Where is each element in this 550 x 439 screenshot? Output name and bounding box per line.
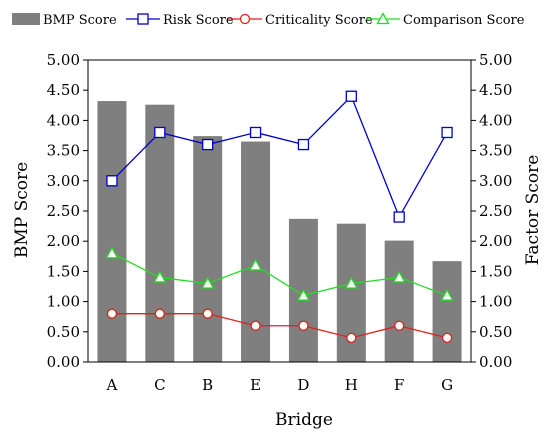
right-tick-label: 0.50 — [479, 323, 512, 341]
left-tick-label: 5.00 — [47, 51, 80, 69]
bar-F — [384, 240, 414, 362]
right-tick-label: 2.50 — [479, 202, 512, 220]
legend-swatch-bmp-score — [12, 13, 40, 25]
comparison-score-line — [111, 252, 448, 297]
legend-marker-risk-score — [137, 13, 149, 25]
left-tick-label: 0.50 — [47, 323, 80, 341]
legend-label-risk-score: Risk Score — [163, 13, 234, 28]
right-tick-label: 1.00 — [479, 293, 512, 311]
comparison-score-point-D — [296, 288, 311, 301]
comparison-score-point-C — [153, 270, 167, 283]
bmp-bars — [97, 101, 462, 363]
bar-A — [97, 101, 127, 363]
bar-B — [193, 136, 223, 362]
comparison-score-point-F — [392, 270, 406, 283]
right-tick-label: 3.00 — [479, 172, 512, 190]
right-tick-label: 1.50 — [479, 262, 512, 280]
risk-score-point-E — [249, 126, 262, 139]
criticality-score-point-A — [106, 308, 118, 319]
risk-score-point-D — [297, 138, 310, 151]
right-tick-label: 2.00 — [479, 232, 512, 250]
x-tick-label-H: H — [345, 376, 358, 394]
right-tick-label: 3.50 — [479, 142, 512, 160]
risk-score-point-B — [202, 138, 214, 151]
right-tick-label: 4.50 — [479, 81, 512, 99]
comparison-score-point-E — [248, 258, 263, 271]
legend-label-criticality-score: Criticality Score — [265, 13, 373, 28]
risk-score-point-G — [441, 126, 453, 139]
bar-G — [432, 261, 462, 362]
criticality-score-point-E — [250, 320, 261, 331]
comparison-score-point-B — [201, 276, 215, 289]
left-tick-label: 0.00 — [47, 353, 80, 371]
left-axis-title: BMP Score — [12, 162, 32, 258]
risk-score-line — [111, 95, 448, 219]
risk-score-point-H — [345, 90, 357, 102]
comparison-score-point-H — [344, 276, 358, 289]
right-tick-label: 4.00 — [479, 111, 512, 129]
right-tick-label: 0.00 — [479, 353, 512, 371]
x-tick-label-E: E — [250, 376, 261, 394]
left-tick-label: 3.50 — [47, 142, 80, 160]
criticality-score-point-C — [154, 308, 165, 319]
right-tick-label: 5.00 — [479, 51, 512, 69]
left-tick-label: 3.00 — [47, 172, 80, 190]
criticality-score-point-B — [202, 308, 213, 319]
x-axis-title: Bridge — [275, 410, 333, 430]
comparison-score-point-A — [105, 246, 119, 259]
criticality-score-point-D — [298, 320, 309, 331]
legend-marker-criticality-score — [239, 13, 251, 25]
x-tick-label-B: B — [202, 376, 213, 394]
axes: 0.00 0.00 0.50 0.50 1.00 1.00 1.50 1.50 2.00 2.00… — [47, 51, 513, 394]
factor-lines — [105, 90, 454, 343]
left-tick-label: 1.00 — [47, 293, 80, 311]
risk-score-point-F — [393, 211, 405, 223]
comparison-score-point-G — [440, 288, 454, 301]
legend-label-comparison-score: Comparison Score — [403, 13, 525, 28]
criticality-score-point-H — [346, 332, 357, 343]
right-axis-title: Factor Score — [523, 155, 543, 265]
risk-score-point-A — [106, 175, 118, 187]
legend-marker-comparison-score — [376, 12, 390, 25]
left-tick-label: 2.00 — [47, 232, 80, 250]
left-tick-label: 4.00 — [47, 111, 80, 129]
x-tick-label-A: A — [106, 376, 118, 394]
legend-label-bmp-score: BMP Score — [43, 13, 117, 28]
x-tick-label-F: F — [394, 376, 404, 394]
x-tick-label-C: C — [154, 376, 165, 394]
bar-C — [145, 104, 175, 363]
left-tick-label: 2.50 — [47, 202, 80, 220]
x-tick-label-G: G — [441, 376, 453, 394]
x-tick-label-D: D — [297, 376, 309, 394]
criticality-score-point-G — [441, 332, 453, 343]
left-tick-label: 1.50 — [47, 262, 80, 280]
left-tick-label: 4.50 — [47, 81, 80, 99]
legend: BMP Score Risk Score Criticality Score Comp… — [12, 12, 525, 28]
criticality-score-point-F — [394, 320, 405, 331]
criticality-score-line — [111, 313, 448, 339]
risk-score-point-C — [154, 126, 166, 139]
